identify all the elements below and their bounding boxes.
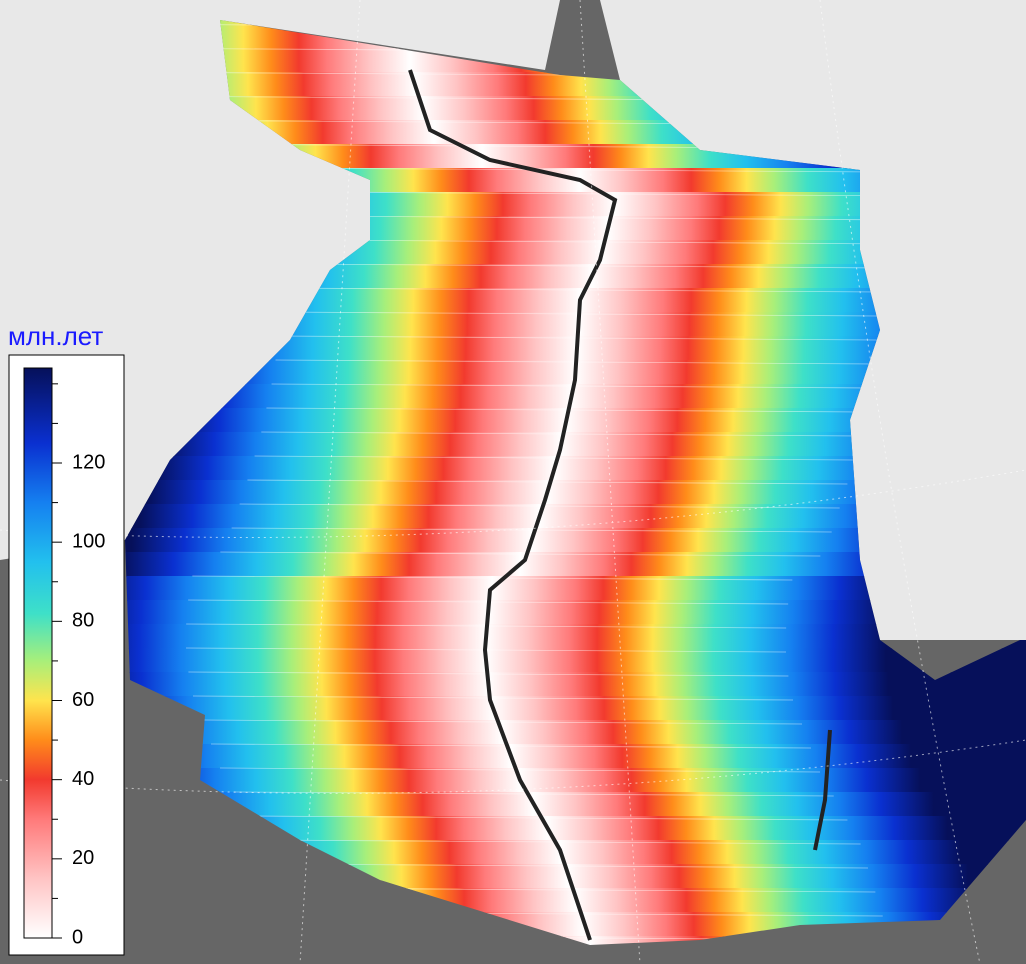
- fracture-line: [260, 839, 861, 845]
- age-strip: [125, 936, 1026, 945]
- fracture-line: [192, 695, 794, 701]
- colorbar: [23, 367, 53, 939]
- land-west: [0, 0, 560, 560]
- fracture-line: [301, 239, 903, 245]
- land-east: [600, 0, 1026, 640]
- fracture-line: [307, 215, 909, 221]
- age-strip: [125, 744, 1026, 769]
- colorbar-tick-label: 20: [72, 847, 94, 869]
- age-strip: [125, 648, 1026, 673]
- fracture-line: [210, 743, 812, 749]
- age-strip: [125, 792, 1026, 817]
- fracture-line: [279, 287, 881, 293]
- age-strip: [125, 672, 1026, 697]
- colorbar-tick-label: 0: [72, 926, 83, 948]
- fracture-line: [233, 791, 834, 797]
- colorbar-tick-label: 60: [72, 689, 94, 711]
- fracture-line: [271, 383, 872, 389]
- legend-title: млн.лет: [8, 321, 103, 351]
- colorbar-tick-label: 120: [72, 451, 105, 473]
- fracture-line: [219, 767, 821, 773]
- colorbar-tick-label: 100: [72, 530, 105, 552]
- fracture-line: [313, 191, 915, 197]
- fracture-line: [261, 431, 862, 437]
- fracture-line: [201, 719, 803, 725]
- fracture-line: [247, 479, 848, 485]
- fracture-line: [247, 815, 848, 821]
- colorbar-tick-label: 40: [72, 768, 94, 790]
- age-strip: [125, 768, 1026, 793]
- age-strip: [125, 624, 1026, 649]
- fracture-line: [220, 551, 821, 557]
- ridge-axis-south: [813, 729, 832, 851]
- fracture-line: [231, 527, 832, 533]
- fracture-line: [266, 407, 867, 413]
- fracture-line: [279, 167, 881, 173]
- fracture-line: [239, 503, 840, 509]
- age-strip: [125, 720, 1026, 745]
- fracture-line: [291, 263, 893, 269]
- fracture-line: [192, 575, 793, 581]
- fracture-line: [254, 455, 855, 461]
- age-strip: [125, 696, 1026, 721]
- fracture-line: [267, 863, 868, 869]
- ridge-axis: [408, 69, 618, 941]
- colorbar-tick-label: 80: [72, 610, 94, 632]
